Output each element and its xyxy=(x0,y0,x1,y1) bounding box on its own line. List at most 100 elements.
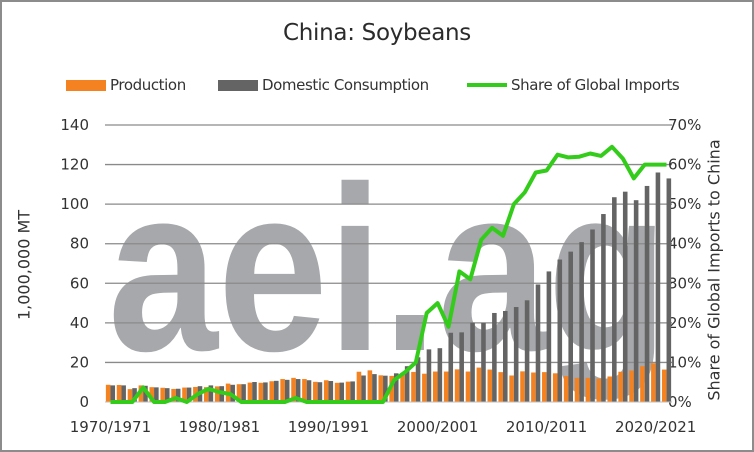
bar-production xyxy=(204,387,209,402)
y-tick-left: 100 xyxy=(60,195,89,213)
bar-consumption xyxy=(328,381,334,402)
bar-consumption xyxy=(295,379,301,402)
bar-production xyxy=(280,379,285,402)
bar-consumption xyxy=(633,200,639,402)
y-tick-left: 40 xyxy=(70,314,89,332)
bar-consumption xyxy=(339,382,345,402)
bar-production xyxy=(378,375,384,402)
bar-consumption xyxy=(502,310,508,402)
bar-production xyxy=(105,384,111,402)
x-tick: 1980/1981 xyxy=(179,418,260,436)
y-tick-right: 70% xyxy=(668,116,701,134)
bar-consumption xyxy=(579,242,584,402)
bar-production xyxy=(629,370,634,402)
bar-production xyxy=(640,366,645,402)
bar-consumption xyxy=(470,322,475,402)
bar-consumption xyxy=(612,197,617,402)
bar-production xyxy=(345,381,351,402)
bar-consumption xyxy=(437,348,443,402)
bar-production xyxy=(585,377,591,402)
bar-production xyxy=(520,371,525,402)
bar-consumption xyxy=(622,191,628,402)
bar-consumption xyxy=(154,387,159,402)
bar-production xyxy=(367,370,373,402)
x-tick: 1990/1991 xyxy=(288,418,369,436)
bar-production xyxy=(476,367,482,402)
production-swatch-icon xyxy=(66,79,106,91)
bar-production xyxy=(116,384,122,402)
bar-production xyxy=(247,382,253,402)
bar-production xyxy=(661,369,667,402)
y-tick-right: 0% xyxy=(668,393,692,411)
x-tick: 1970/1971 xyxy=(70,418,151,436)
bar-consumption xyxy=(121,385,126,402)
bar-production xyxy=(596,378,602,402)
y-tick-right: 60% xyxy=(668,156,701,174)
bar-consumption xyxy=(175,388,181,402)
x-tick: 2020/2021 xyxy=(615,418,696,436)
bar-production xyxy=(313,381,318,402)
bar-consumption xyxy=(350,381,355,402)
bar-consumption xyxy=(426,349,432,402)
bar-consumption xyxy=(557,259,563,402)
bar-consumption xyxy=(644,185,650,402)
y-tick-right: 50% xyxy=(668,195,701,213)
bar-production xyxy=(302,379,307,402)
legend-item-consumption: Domestic Consumption xyxy=(218,76,429,94)
legend-item-share: Share of Global Imports xyxy=(467,76,680,94)
y-tick-left: 140 xyxy=(60,116,89,134)
bar-consumption xyxy=(546,271,552,402)
bar-production xyxy=(182,387,187,402)
bar-consumption xyxy=(448,332,454,402)
legend-label-share: Share of Global Imports xyxy=(511,76,680,94)
bar-consumption xyxy=(208,385,214,402)
bar-consumption xyxy=(110,385,116,402)
bar-consumption xyxy=(415,357,421,402)
bar-consumption xyxy=(601,214,606,402)
bar-consumption xyxy=(284,379,290,402)
bar-consumption xyxy=(143,385,148,402)
watermark-logo: aei.ag xyxy=(108,137,668,400)
y-tick-left: 60 xyxy=(70,274,89,292)
bar-production xyxy=(400,372,405,402)
bar-production xyxy=(618,371,623,402)
bar-consumption xyxy=(164,388,170,402)
share-line-swatch-icon xyxy=(467,83,507,87)
bar-production xyxy=(127,389,133,402)
bar-consumption xyxy=(535,284,541,402)
bar-production xyxy=(214,386,220,402)
consumption-swatch-icon xyxy=(218,79,258,91)
y-tick-right: 30% xyxy=(668,274,701,292)
bar-consumption xyxy=(568,251,573,402)
bar-production xyxy=(323,380,329,402)
bar-production xyxy=(542,372,547,402)
bar-consumption xyxy=(481,322,486,402)
bar-production xyxy=(454,369,460,402)
bar-production xyxy=(651,363,656,402)
bar-consumption xyxy=(252,382,257,402)
x-tick: 2010/2011 xyxy=(506,418,587,436)
legend-item-production: Production xyxy=(66,76,186,94)
bar-production xyxy=(411,371,416,402)
bar-production xyxy=(149,387,155,402)
bar-production xyxy=(160,387,165,402)
bar-consumption xyxy=(317,382,323,402)
bar-consumption xyxy=(492,312,497,402)
bar-production xyxy=(498,372,503,402)
bar-consumption xyxy=(306,380,312,402)
bar-consumption xyxy=(666,178,672,402)
bar-production xyxy=(258,382,264,402)
bar-consumption xyxy=(524,300,530,402)
bar-consumption xyxy=(186,387,192,402)
y-tick-right: 20% xyxy=(668,314,701,332)
bar-production xyxy=(574,377,580,402)
y-tick-left: 20 xyxy=(70,353,89,371)
bar-consumption xyxy=(274,380,279,402)
y-tick-left: 0 xyxy=(79,393,89,411)
bar-production xyxy=(443,371,449,402)
bar-consumption xyxy=(393,373,399,402)
bar-production xyxy=(236,384,242,402)
bar-production xyxy=(432,371,438,402)
